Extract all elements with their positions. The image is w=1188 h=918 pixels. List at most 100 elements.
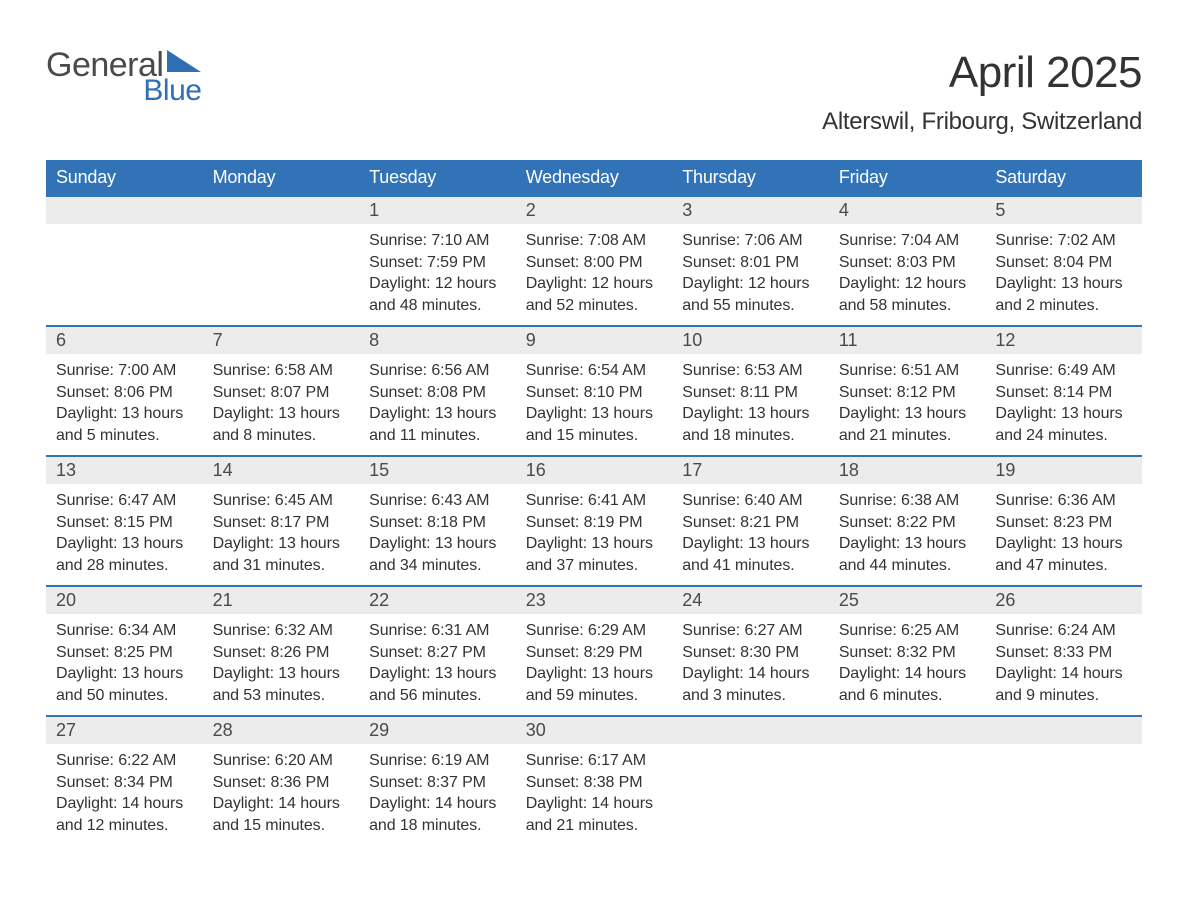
day-details: Sunrise: 6:20 AMSunset: 8:36 PMDaylight:… bbox=[203, 744, 360, 842]
day-number-row: 6 bbox=[46, 327, 203, 354]
daylight-text: Daylight: 13 hours and 5 minutes. bbox=[56, 403, 193, 446]
day-details: Sunrise: 6:29 AMSunset: 8:29 PMDaylight:… bbox=[516, 614, 673, 712]
calendar-body: 1Sunrise: 7:10 AMSunset: 7:59 PMDaylight… bbox=[46, 196, 1142, 846]
day-number: 11 bbox=[829, 327, 986, 354]
day-details: Sunrise: 6:34 AMSunset: 8:25 PMDaylight:… bbox=[46, 614, 203, 712]
day-cell: 11Sunrise: 6:51 AMSunset: 8:12 PMDayligh… bbox=[829, 326, 986, 456]
daylight-text: Daylight: 14 hours and 15 minutes. bbox=[213, 793, 350, 836]
day-details: Sunrise: 6:47 AMSunset: 8:15 PMDaylight:… bbox=[46, 484, 203, 582]
weekday-header: Monday bbox=[203, 160, 360, 196]
header: General Blue April 2025 Alterswil, Fribo… bbox=[46, 48, 1142, 136]
day-cell: 23Sunrise: 6:29 AMSunset: 8:29 PMDayligh… bbox=[516, 586, 673, 716]
sunset-text: Sunset: 8:07 PM bbox=[213, 382, 350, 404]
daylight-text: Daylight: 12 hours and 58 minutes. bbox=[839, 273, 976, 316]
sunrise-text: Sunrise: 6:17 AM bbox=[526, 750, 663, 772]
location-subtitle: Alterswil, Fribourg, Switzerland bbox=[822, 108, 1142, 136]
week-row: 20Sunrise: 6:34 AMSunset: 8:25 PMDayligh… bbox=[46, 586, 1142, 716]
weekday-header: Friday bbox=[829, 160, 986, 196]
day-number: 25 bbox=[829, 587, 986, 614]
day-cell: 8Sunrise: 6:56 AMSunset: 8:08 PMDaylight… bbox=[359, 326, 516, 456]
sunset-text: Sunset: 8:36 PM bbox=[213, 772, 350, 794]
logo: General Blue bbox=[46, 48, 201, 106]
day-details: Sunrise: 7:08 AMSunset: 8:00 PMDaylight:… bbox=[516, 224, 673, 322]
day-number: 30 bbox=[516, 717, 673, 744]
day-cell: 22Sunrise: 6:31 AMSunset: 8:27 PMDayligh… bbox=[359, 586, 516, 716]
day-details: Sunrise: 7:02 AMSunset: 8:04 PMDaylight:… bbox=[985, 224, 1142, 322]
weekday-header: Saturday bbox=[985, 160, 1142, 196]
day-cell: 7Sunrise: 6:58 AMSunset: 8:07 PMDaylight… bbox=[203, 326, 360, 456]
sunrise-text: Sunrise: 7:10 AM bbox=[369, 230, 506, 252]
day-number: 19 bbox=[985, 457, 1142, 484]
day-number: 9 bbox=[516, 327, 673, 354]
sunset-text: Sunset: 8:14 PM bbox=[995, 382, 1132, 404]
day-details: Sunrise: 6:36 AMSunset: 8:23 PMDaylight:… bbox=[985, 484, 1142, 582]
day-number-row: 22 bbox=[359, 587, 516, 614]
day-number: 26 bbox=[985, 587, 1142, 614]
day-number-row: 1 bbox=[359, 197, 516, 224]
day-cell: 5Sunrise: 7:02 AMSunset: 8:04 PMDaylight… bbox=[985, 196, 1142, 326]
sunset-text: Sunset: 8:15 PM bbox=[56, 512, 193, 534]
daylight-text: Daylight: 12 hours and 48 minutes. bbox=[369, 273, 506, 316]
day-number: 1 bbox=[359, 197, 516, 224]
sunset-text: Sunset: 8:10 PM bbox=[526, 382, 663, 404]
day-number-row: 8 bbox=[359, 327, 516, 354]
sunrise-text: Sunrise: 6:45 AM bbox=[213, 490, 350, 512]
sunrise-text: Sunrise: 6:51 AM bbox=[839, 360, 976, 382]
day-cell: 21Sunrise: 6:32 AMSunset: 8:26 PMDayligh… bbox=[203, 586, 360, 716]
sunrise-text: Sunrise: 6:36 AM bbox=[995, 490, 1132, 512]
day-cell: 2Sunrise: 7:08 AMSunset: 8:00 PMDaylight… bbox=[516, 196, 673, 326]
sunrise-text: Sunrise: 7:06 AM bbox=[682, 230, 819, 252]
sunrise-text: Sunrise: 6:31 AM bbox=[369, 620, 506, 642]
day-number-row: 18 bbox=[829, 457, 986, 484]
daylight-text: Daylight: 13 hours and 44 minutes. bbox=[839, 533, 976, 576]
day-details: Sunrise: 6:31 AMSunset: 8:27 PMDaylight:… bbox=[359, 614, 516, 712]
daylight-text: Daylight: 13 hours and 34 minutes. bbox=[369, 533, 506, 576]
day-cell: 20Sunrise: 6:34 AMSunset: 8:25 PMDayligh… bbox=[46, 586, 203, 716]
day-number: 3 bbox=[672, 197, 829, 224]
day-number-row: 23 bbox=[516, 587, 673, 614]
day-number-row: 4 bbox=[829, 197, 986, 224]
day-cell: 14Sunrise: 6:45 AMSunset: 8:17 PMDayligh… bbox=[203, 456, 360, 586]
sunrise-text: Sunrise: 6:27 AM bbox=[682, 620, 819, 642]
day-number-row: 11 bbox=[829, 327, 986, 354]
sunset-text: Sunset: 8:33 PM bbox=[995, 642, 1132, 664]
day-number bbox=[46, 197, 203, 224]
weekday-header: Thursday bbox=[672, 160, 829, 196]
day-cell: 15Sunrise: 6:43 AMSunset: 8:18 PMDayligh… bbox=[359, 456, 516, 586]
sunset-text: Sunset: 8:17 PM bbox=[213, 512, 350, 534]
day-number-row: 15 bbox=[359, 457, 516, 484]
sunset-text: Sunset: 8:01 PM bbox=[682, 252, 819, 274]
day-details: Sunrise: 6:19 AMSunset: 8:37 PMDaylight:… bbox=[359, 744, 516, 842]
sunrise-text: Sunrise: 6:43 AM bbox=[369, 490, 506, 512]
day-number: 27 bbox=[46, 717, 203, 744]
calendar-head: SundayMondayTuesdayWednesdayThursdayFrid… bbox=[46, 160, 1142, 196]
day-cell: 29Sunrise: 6:19 AMSunset: 8:37 PMDayligh… bbox=[359, 716, 516, 846]
sunset-text: Sunset: 8:19 PM bbox=[526, 512, 663, 534]
day-number bbox=[985, 717, 1142, 744]
daylight-text: Daylight: 13 hours and 24 minutes. bbox=[995, 403, 1132, 446]
day-details: Sunrise: 7:06 AMSunset: 8:01 PMDaylight:… bbox=[672, 224, 829, 322]
sunrise-text: Sunrise: 7:00 AM bbox=[56, 360, 193, 382]
day-cell bbox=[672, 716, 829, 846]
day-number: 8 bbox=[359, 327, 516, 354]
logo-text-blue: Blue bbox=[46, 76, 201, 106]
day-number-row: 9 bbox=[516, 327, 673, 354]
day-details: Sunrise: 6:54 AMSunset: 8:10 PMDaylight:… bbox=[516, 354, 673, 452]
sunrise-text: Sunrise: 6:54 AM bbox=[526, 360, 663, 382]
day-number-row: 17 bbox=[672, 457, 829, 484]
daylight-text: Daylight: 13 hours and 47 minutes. bbox=[995, 533, 1132, 576]
day-cell bbox=[203, 196, 360, 326]
day-details: Sunrise: 7:04 AMSunset: 8:03 PMDaylight:… bbox=[829, 224, 986, 322]
sunset-text: Sunset: 8:34 PM bbox=[56, 772, 193, 794]
sunrise-text: Sunrise: 6:41 AM bbox=[526, 490, 663, 512]
day-details: Sunrise: 6:41 AMSunset: 8:19 PMDaylight:… bbox=[516, 484, 673, 582]
sunset-text: Sunset: 8:00 PM bbox=[526, 252, 663, 274]
daylight-text: Daylight: 13 hours and 50 minutes. bbox=[56, 663, 193, 706]
day-details: Sunrise: 6:51 AMSunset: 8:12 PMDaylight:… bbox=[829, 354, 986, 452]
day-details: Sunrise: 6:32 AMSunset: 8:26 PMDaylight:… bbox=[203, 614, 360, 712]
daylight-text: Daylight: 13 hours and 8 minutes. bbox=[213, 403, 350, 446]
sunset-text: Sunset: 8:08 PM bbox=[369, 382, 506, 404]
logo-triangle-icon bbox=[167, 50, 201, 76]
daylight-text: Daylight: 13 hours and 2 minutes. bbox=[995, 273, 1132, 316]
day-number-row: 14 bbox=[203, 457, 360, 484]
